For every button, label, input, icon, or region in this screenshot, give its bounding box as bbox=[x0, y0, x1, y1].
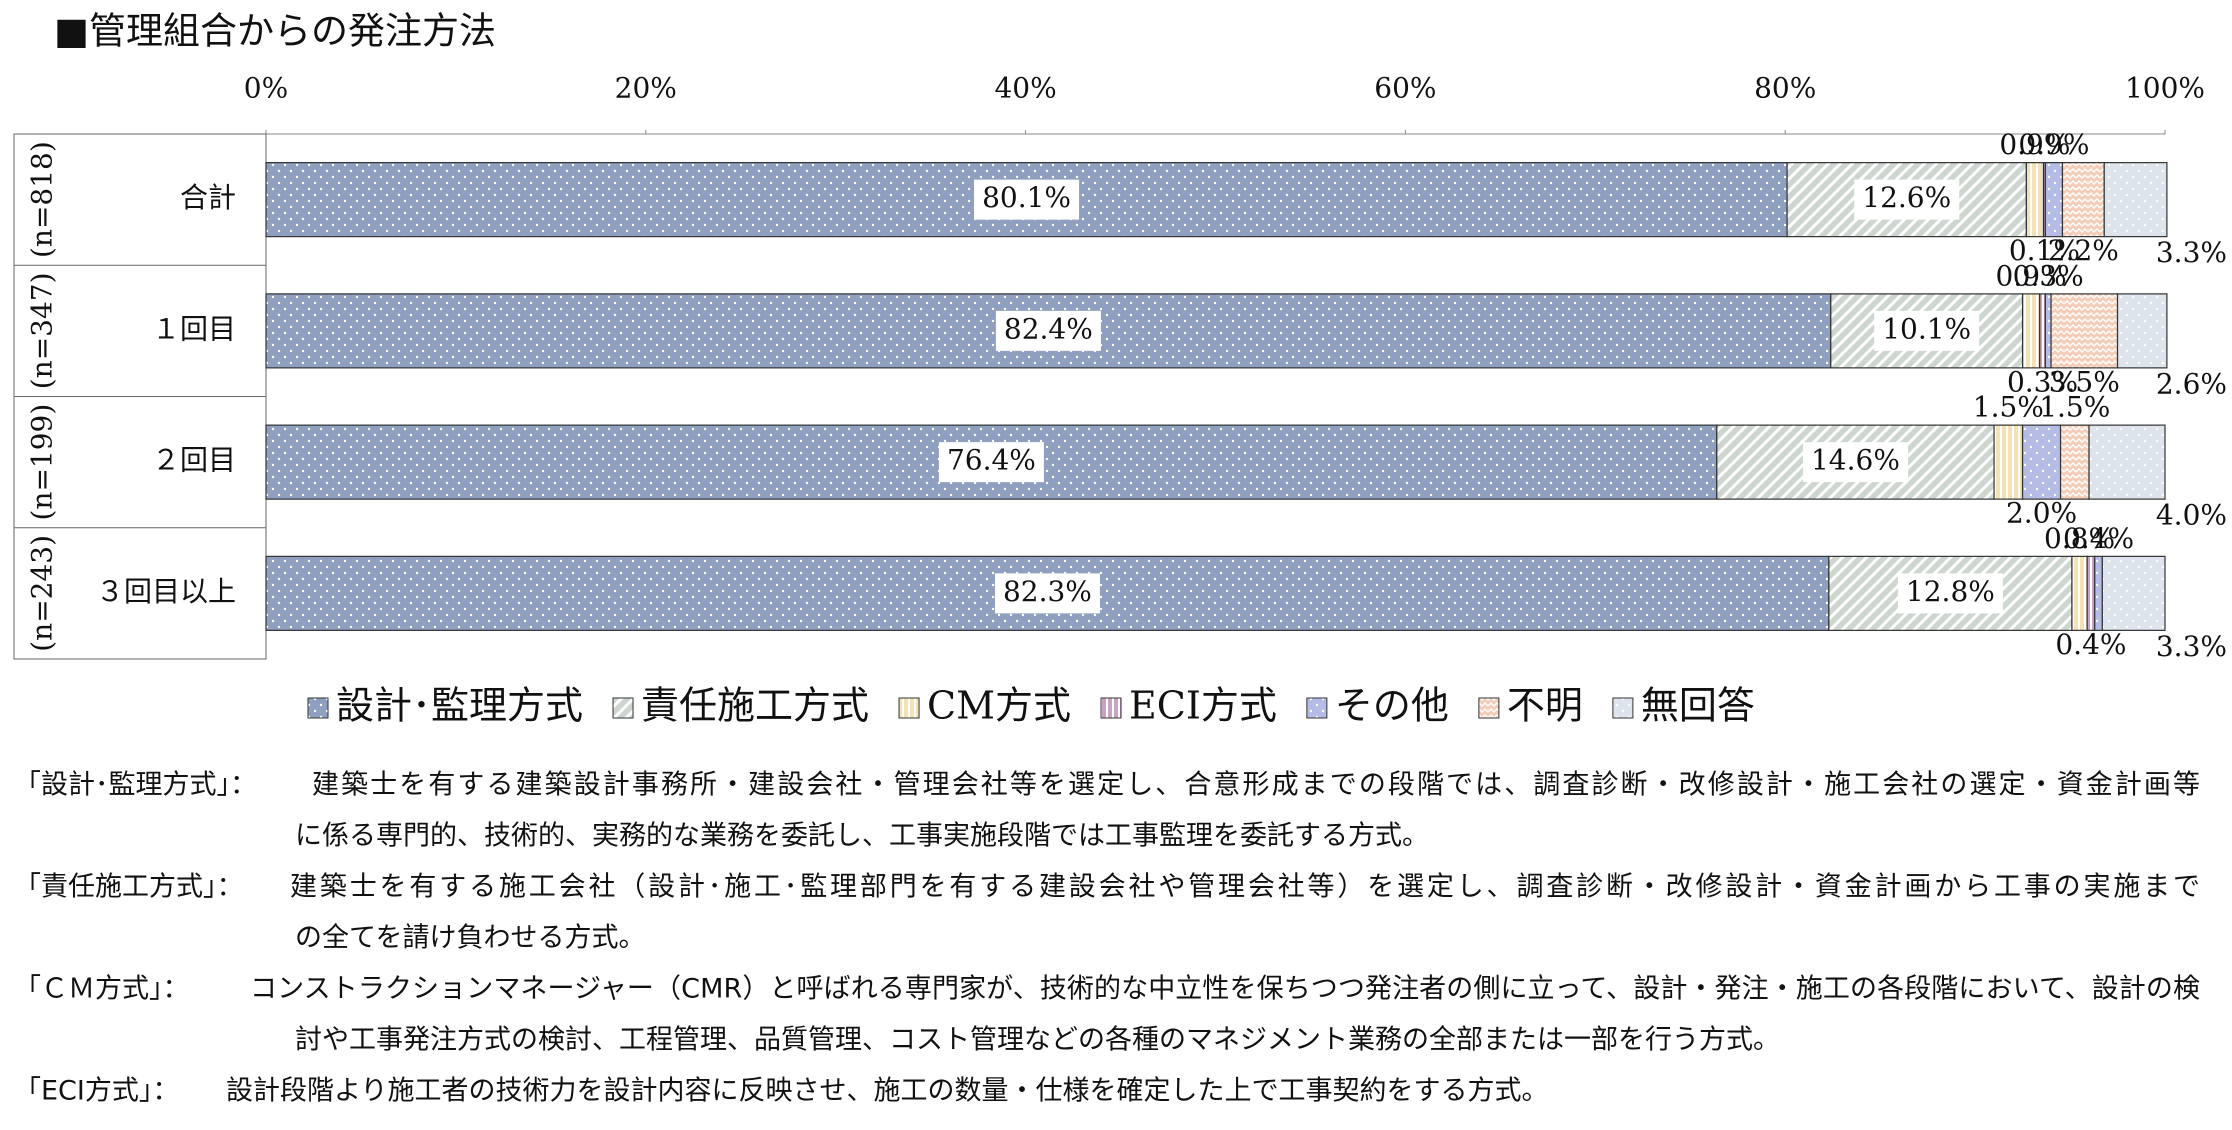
group-label: (n=199) bbox=[26, 404, 59, 521]
x-tick-label: 80% bbox=[1754, 72, 1816, 105]
data-label: 82.4% bbox=[1004, 312, 1093, 345]
note-text: 建築士を有する施工会社（設計･施工･監理部門を有する建設会社や管理会社等）を選定… bbox=[290, 872, 2200, 903]
data-label: 1.5% bbox=[2039, 391, 2110, 424]
group-label: (n=818) bbox=[26, 141, 59, 258]
data-label: 2.2% bbox=[2048, 234, 2119, 267]
legend-swatch bbox=[307, 697, 329, 719]
data-label: 0.9% bbox=[1999, 128, 2070, 161]
legend-swatch bbox=[1612, 697, 1634, 719]
bar-segment bbox=[2071, 555, 2088, 631]
note-text: コンストラクションマネージャー（CMR）と呼ばれる専門家が、技術的な中立性を保ち… bbox=[250, 974, 2200, 1005]
bar-segment bbox=[1993, 424, 2024, 500]
data-label: 0.9% bbox=[1996, 259, 2067, 292]
bar-segment bbox=[2103, 162, 2168, 238]
category-label: ２回目 bbox=[152, 444, 236, 477]
label-box bbox=[1802, 442, 1908, 483]
legend-label: ECI方式 bbox=[1129, 684, 1277, 728]
data-label: 82.3% bbox=[1003, 575, 1092, 608]
data-label: 14.6% bbox=[1811, 444, 1900, 477]
data-label: 0.4% bbox=[2055, 628, 2126, 661]
data-label: 0.4% bbox=[2063, 522, 2134, 555]
bar-segment bbox=[2021, 293, 2041, 369]
data-label: 0.3% bbox=[2007, 365, 2078, 398]
data-label: 10.1% bbox=[1882, 312, 1971, 345]
legend-swatch bbox=[1478, 697, 1500, 719]
group-label: (n=243) bbox=[26, 535, 59, 652]
note-text: 設計段階より施工者の技術力を設計内容に反映させ、施工の数量・仕様を確定した上で工… bbox=[226, 1076, 1548, 1107]
data-label: 12.8% bbox=[1906, 575, 1995, 608]
label-box bbox=[1897, 573, 2003, 614]
legend-label: その他 bbox=[1335, 684, 1449, 728]
label-box bbox=[974, 179, 1080, 220]
data-label: 1.5% bbox=[1973, 391, 2044, 424]
category-label: １回目 bbox=[152, 312, 236, 345]
note-term: 「責任施工方式」： bbox=[14, 872, 244, 903]
bar-segment bbox=[2044, 162, 2064, 238]
note-text: の全てを請け負わせる方式。 bbox=[295, 923, 645, 954]
chart-title: ■管理組合からの発注方法 bbox=[54, 10, 496, 53]
bar-segment bbox=[2044, 293, 2052, 369]
bar-segment bbox=[2050, 293, 2119, 369]
legend-label: CM方式 bbox=[927, 684, 1071, 728]
legend-label: 設計･監理方式 bbox=[336, 684, 583, 728]
note-text: 建築士を有する建築設計事務所・建設会社・管理会社等を選定し、合意形成までの段階で… bbox=[312, 770, 2200, 801]
legend-swatch bbox=[1100, 697, 1122, 719]
category-label: 合計 bbox=[180, 181, 236, 214]
bar-segment bbox=[2101, 555, 2166, 631]
legend-label: 不明 bbox=[1507, 684, 1583, 728]
legend-swatch bbox=[1306, 697, 1328, 719]
note-text: に係る専門的、技術的、実務的な業務を委託し、工事実施段階では工事監理を委託する方… bbox=[295, 821, 1429, 852]
x-tick-label: 40% bbox=[994, 72, 1056, 105]
legend-label: 無回答 bbox=[1641, 684, 1755, 728]
legend-swatch bbox=[898, 697, 920, 719]
data-label: 3.3% bbox=[2156, 236, 2227, 269]
data-label: 80.1% bbox=[982, 181, 1071, 214]
category-label: ３回目以上 bbox=[96, 575, 236, 608]
x-tick-label: 0% bbox=[244, 72, 288, 105]
note-term: 「ECI方式」： bbox=[14, 1076, 179, 1107]
bar-segment bbox=[2039, 293, 2046, 369]
data-label: 2.0% bbox=[2006, 497, 2077, 530]
legend-label: 責任施工方式 bbox=[641, 684, 869, 728]
data-label: 0.1% bbox=[2009, 234, 2080, 267]
bar-segment bbox=[2059, 424, 2090, 500]
bar-segment bbox=[2094, 555, 2103, 631]
x-tick-label: 20% bbox=[615, 72, 677, 105]
x-tick-label: 100% bbox=[2125, 72, 2205, 105]
note-term: 「設計･監理方式」： bbox=[14, 770, 257, 801]
bar-segment bbox=[2086, 555, 2096, 631]
bar-segment bbox=[2025, 162, 2045, 238]
label-box bbox=[994, 573, 1100, 614]
bar-segment bbox=[2088, 424, 2166, 500]
legend-swatch bbox=[612, 697, 634, 719]
group-label: (n=347) bbox=[26, 272, 59, 389]
note-term: 「ＣＭ方式」： bbox=[14, 974, 190, 1005]
bar-segment bbox=[2021, 424, 2062, 500]
label-box bbox=[1854, 179, 1960, 220]
data-label: 0.8% bbox=[2044, 522, 2115, 555]
label-box bbox=[938, 442, 1044, 483]
note-text: 討や工事発注方式の検討、工程管理、品質管理、コスト管理などの各種のマネジメント業… bbox=[295, 1025, 1780, 1056]
data-label: 76.4% bbox=[947, 444, 1036, 477]
data-label: 2.6% bbox=[2156, 367, 2227, 400]
label-box bbox=[1874, 310, 1980, 351]
data-label: 12.6% bbox=[1862, 181, 1951, 214]
x-tick-label: 60% bbox=[1374, 72, 1436, 105]
data-label: 3.5% bbox=[2049, 365, 2120, 398]
data-label: 3.3% bbox=[2156, 630, 2227, 663]
data-label: 0.9% bbox=[2018, 128, 2089, 161]
bar-segment bbox=[2116, 293, 2168, 369]
data-label: 0.3% bbox=[2013, 259, 2084, 292]
data-label: 4.0% bbox=[2156, 499, 2227, 532]
label-box bbox=[995, 310, 1101, 351]
bar-segment bbox=[2061, 162, 2105, 238]
